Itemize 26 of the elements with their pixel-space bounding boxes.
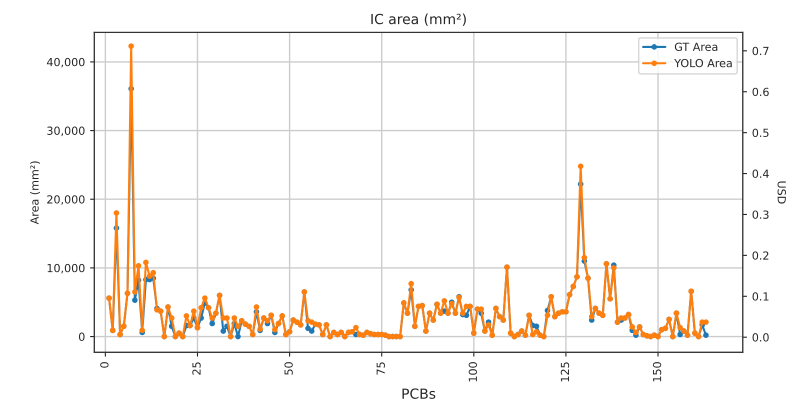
legend-label: YOLO Area — [674, 58, 732, 68]
y2-tick-label: 0.2 — [752, 251, 768, 260]
legend-label: GT Area — [674, 42, 718, 51]
y2-axis-title: USD — [778, 181, 786, 204]
x-tick-label: 0 — [100, 362, 109, 368]
x-tick-label: 50 — [284, 362, 293, 375]
x-axis-title: PCBs — [402, 388, 436, 399]
y2-tick-label: 0.5 — [752, 128, 768, 138]
x-tick-label: 125 — [560, 362, 570, 382]
y-tick-label: 20,000 — [47, 195, 85, 205]
y2-tick-label: 0.7 — [752, 46, 769, 56]
y-tick-label: 10,000 — [48, 264, 85, 274]
y2-tick-label: 0.0 — [752, 333, 769, 342]
y-tick-label: 30,000 — [47, 126, 85, 136]
chart-title: IC area (mm²) — [371, 14, 466, 26]
y-tick-label: 0 — [78, 332, 85, 341]
y2-tick-label: 0.4 — [752, 170, 769, 178]
y2-tick-label: 0.6 — [752, 88, 769, 96]
x-tick-label: 100 — [468, 362, 478, 382]
x-tick-label: 150 — [652, 362, 662, 382]
x-tick-label: 75 — [376, 362, 385, 375]
y2-tick-label: 0.1 — [752, 292, 768, 301]
x-tick-label: 25 — [192, 362, 201, 375]
y-tick-label: 40,000 — [46, 58, 85, 68]
y2-tick-label: 0.3 — [752, 210, 769, 219]
y-axis-title: Area (mm²) — [30, 161, 40, 224]
